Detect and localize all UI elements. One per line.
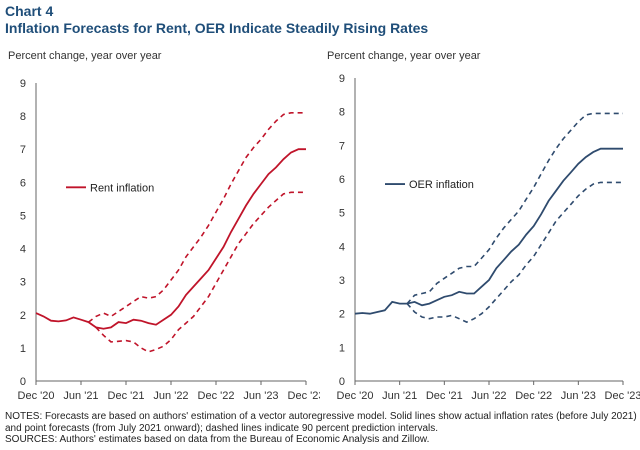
oer-y-axis-label: Percent change, year over year: [327, 50, 481, 62]
rent-y-tick-label: 2: [20, 310, 26, 322]
oer-y-tick-label: 5: [339, 208, 345, 220]
oer-y-tick-label: 8: [339, 107, 345, 119]
rent-y-tick-label: 3: [20, 277, 26, 289]
rent-x-tick-label: Dec '21: [108, 390, 145, 402]
rent-y-tick-label: 4: [20, 244, 26, 256]
oer-lower-interval-line: [406, 181, 623, 323]
oer-y-tick-label: 3: [339, 275, 345, 287]
rent-x-tick-label: Jun '23: [243, 390, 278, 402]
rent-forecast-line: [87, 148, 306, 330]
oer-y-tick-label: 9: [339, 73, 345, 85]
oer-x-tick-label: Dec '21: [426, 390, 463, 402]
rent-x-tick-label: Dec '22: [198, 390, 235, 402]
rent-y-tick-label: 9: [20, 78, 26, 90]
oer-legend-label: OER inflation: [409, 179, 474, 191]
rent-inflation-panel: Percent change, year over year 0 1 2 3 4 5 6 7 8 9…: [8, 50, 320, 402]
oer-actual-line: [354, 300, 408, 315]
oer-inflation-panel: Percent change, year over year 0 1 2 3 4 5 6 7 8 9…: [327, 50, 640, 402]
oer-forecast-line: [406, 147, 623, 307]
rent-upper-interval-line: [88, 112, 306, 323]
oer-y-tick-label: 7: [339, 140, 345, 152]
oer-y-tick-label: 4: [339, 241, 345, 253]
rent-y-tick-label: 8: [20, 111, 26, 123]
rent-y-axis-label: Percent change, year over year: [8, 50, 162, 62]
oer-x-tick-label: Jun '21: [382, 390, 417, 402]
rent-y-tick-label: 7: [20, 144, 26, 156]
rent-x-tick-label: Jun '22: [153, 390, 188, 402]
oer-y-tick-label: 6: [339, 174, 345, 186]
chart-title: Inflation Forecasts for Rent, OER Indica…: [5, 20, 429, 36]
oer-x-tick-label: Jun '23: [561, 390, 596, 402]
rent-y-tick-label: 0: [20, 376, 26, 388]
rent-actual-line: [35, 312, 89, 323]
oer-x-tick-label: Dec '20: [337, 390, 374, 402]
oer-y-tick-label: 1: [339, 342, 345, 354]
oer-x-tick-label: Dec '23: [605, 390, 640, 402]
rent-x-tick-label: Jun '21: [63, 390, 98, 402]
oer-y-tick-label: 0: [339, 376, 345, 388]
rent-lower-interval-line: [88, 191, 306, 353]
notes-text: NOTES: Forecasts are based on authors' e…: [5, 411, 637, 434]
oer-x-tick-label: Jun '22: [471, 390, 506, 402]
rent-x-tick-label: Dec '23: [288, 390, 320, 402]
chart-number: Chart 4: [5, 3, 54, 19]
oer-upper-interval-line: [406, 112, 623, 305]
rent-y-tick-label: 5: [20, 210, 26, 222]
oer-y-tick-label: 2: [339, 309, 345, 321]
chart-notes: NOTES: Forecasts are based on authors' e…: [5, 411, 637, 446]
rent-y-tick-label: 1: [20, 343, 26, 355]
rent-x-tick-label: Dec '20: [18, 390, 55, 402]
oer-x-tick-label: Dec '22: [515, 390, 552, 402]
rent-y-tick-label: 6: [20, 177, 26, 189]
rent-legend-label: Rent inflation: [90, 182, 154, 194]
sources-text: SOURCES: Authors' estimates based on dat…: [5, 434, 430, 445]
